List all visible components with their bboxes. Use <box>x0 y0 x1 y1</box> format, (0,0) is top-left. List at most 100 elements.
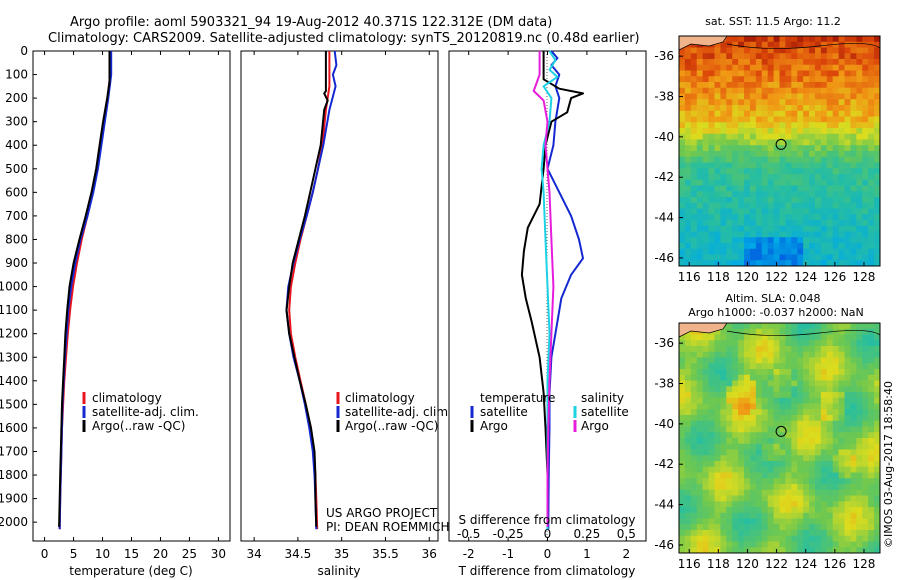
map-cell <box>856 243 863 250</box>
map-cell <box>755 426 763 433</box>
map-cell <box>874 420 881 427</box>
map-cell <box>791 501 798 508</box>
map-cell <box>803 346 810 353</box>
map-cell <box>767 461 774 468</box>
map-cell <box>832 449 840 456</box>
map-cell <box>714 415 721 422</box>
x2-tick-label: -0.25 <box>493 527 524 541</box>
map-cell <box>803 535 810 542</box>
map-cell <box>708 455 715 462</box>
map-cell <box>826 461 834 468</box>
map-cell <box>874 535 881 542</box>
map-cell <box>791 420 798 427</box>
map-cell <box>791 512 798 519</box>
map-cell <box>761 162 769 169</box>
map-cell <box>826 466 834 473</box>
map-cell <box>779 64 786 71</box>
map-cell <box>761 512 769 519</box>
map-cell <box>826 70 834 77</box>
map-cell <box>779 93 786 100</box>
map-cell <box>826 495 834 502</box>
map-cell <box>708 70 715 77</box>
map-cell <box>820 248 828 255</box>
map-cell <box>809 461 816 468</box>
map-cell <box>708 357 715 364</box>
map-cell <box>732 82 739 89</box>
map-cell <box>856 420 863 427</box>
map-cell <box>726 403 733 410</box>
map-cell <box>826 403 834 410</box>
map-cell <box>826 59 834 66</box>
map-cell <box>785 380 792 387</box>
map-cell <box>826 501 834 508</box>
map-cell <box>744 47 751 54</box>
y-tick-label: 700 <box>5 209 28 223</box>
map-cell <box>814 151 822 158</box>
map-cell <box>761 438 769 445</box>
map-cell <box>696 214 704 221</box>
map-cell <box>809 541 816 548</box>
x-tick-label: 10 <box>95 547 110 561</box>
map-cell <box>684 139 692 146</box>
map-cell <box>755 59 763 66</box>
map-cell <box>791 466 798 473</box>
map-cell <box>761 484 769 491</box>
salinity-x-axis-label: salinity <box>317 564 360 578</box>
map-cell <box>809 495 816 502</box>
map-cell <box>726 82 733 89</box>
map-cell <box>779 208 786 215</box>
map-cell <box>720 260 727 267</box>
map-cell <box>702 151 709 158</box>
map-cell <box>684 243 692 250</box>
map-cell <box>744 41 751 48</box>
map-cell <box>696 110 704 117</box>
map-cell <box>785 139 792 146</box>
map-cell <box>755 93 763 100</box>
map-cell <box>826 220 834 227</box>
map-cell <box>738 145 745 152</box>
map-cell <box>838 357 845 364</box>
map-cell <box>720 99 727 106</box>
map-cell <box>773 501 780 508</box>
map-cell <box>797 93 804 100</box>
map-cell <box>720 489 727 496</box>
map-cell <box>738 254 745 261</box>
map-cell <box>814 363 822 370</box>
map-cell <box>690 380 698 387</box>
map-cell <box>868 351 875 358</box>
map-cell <box>708 179 715 186</box>
map-cell <box>690 59 698 66</box>
lon-tick-label: 126 <box>823 270 846 284</box>
map-cell <box>732 237 739 244</box>
map-cell <box>744 116 751 123</box>
map-cell <box>738 53 745 60</box>
map-cell <box>726 99 733 106</box>
map-cell <box>826 156 834 163</box>
map-cell <box>708 449 715 456</box>
map-cell <box>826 489 834 496</box>
map-cell <box>708 351 715 358</box>
map-cell <box>820 334 828 341</box>
map-cell <box>779 403 786 410</box>
map-cell <box>761 489 769 496</box>
map-cell <box>838 243 845 250</box>
map-cell <box>761 70 769 77</box>
salinity-legend: climatology satellite-adj. clim. Argo(..… <box>336 391 452 433</box>
map-cell <box>856 260 863 267</box>
map-cell <box>832 179 840 186</box>
map-cell <box>679 248 686 255</box>
map-cell <box>844 438 851 445</box>
map-cell <box>690 426 698 433</box>
map-cell <box>856 466 863 473</box>
map-cell <box>720 41 727 48</box>
map-cell <box>820 53 828 60</box>
map-cell <box>720 346 727 353</box>
map-cell <box>868 512 875 519</box>
map-cell <box>761 461 769 468</box>
map-cell <box>868 202 875 209</box>
map-cell <box>714 420 721 427</box>
map-cell <box>779 386 786 393</box>
map-cell <box>803 237 810 244</box>
map-cell <box>702 254 709 261</box>
